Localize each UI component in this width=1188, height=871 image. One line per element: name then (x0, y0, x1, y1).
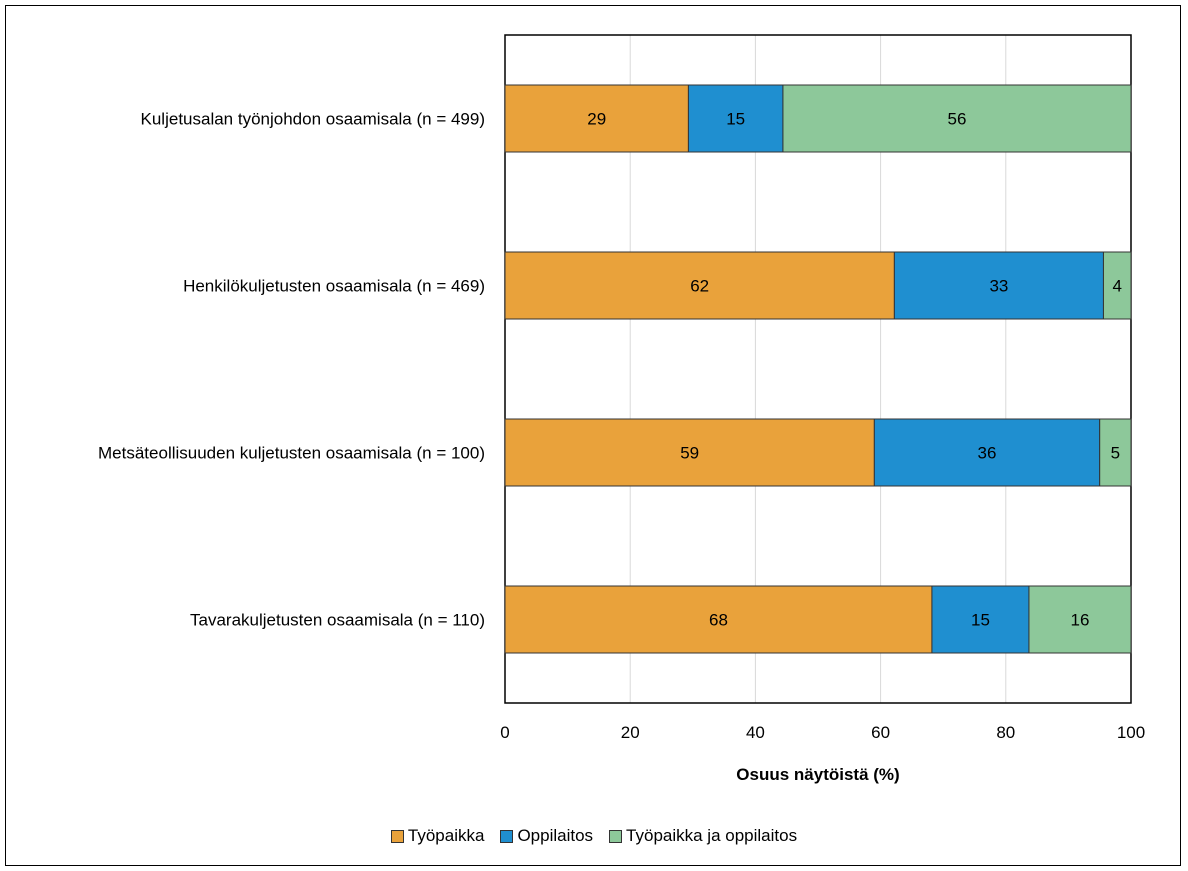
category-label: Tavarakuljetusten osaamisala (n = 110) (190, 611, 485, 630)
bar-data-label: 68 (709, 611, 728, 630)
bar-labels: 29 15 56 62 33 4 59 36 5 68 15 16 (587, 110, 1122, 630)
chart-frame (5, 5, 1181, 866)
bar-segment (1102, 251, 1132, 320)
bar-data-label: 33 (989, 277, 1008, 296)
x-tick-label: 20 (621, 723, 640, 742)
x-tick-labels: 0 20 40 60 80 100 (500, 723, 1145, 742)
bar-data-label: 59 (680, 444, 699, 463)
category-label: Henkilökuljetusten osaamisala (n = 469) (183, 277, 485, 296)
category-label: Metsäteollisuuden kuljetusten osaamisala… (98, 444, 485, 463)
bar-segment (504, 585, 933, 654)
legend-item: Oppilaitos (500, 826, 593, 846)
legend-item: Työpaikka (390, 826, 485, 846)
bar-data-label: 56 (948, 110, 967, 129)
x-tick-label: 60 (871, 723, 890, 742)
legend-label: Työpaikka ja oppilaitos (626, 826, 798, 845)
legend-swatch (609, 829, 623, 843)
bar-data-label: 29 (587, 110, 606, 129)
bars (504, 84, 1132, 654)
bar-segment (504, 418, 875, 487)
x-tick-label: 0 (500, 723, 509, 742)
category-label: Kuljetusalan työnjohdon osaamisala (n = … (141, 110, 485, 129)
category-labels: Kuljetusalan työnjohdon osaamisala (n = … (98, 110, 485, 630)
bar-data-label: 5 (1111, 444, 1120, 463)
bar-segment (931, 585, 1030, 654)
x-tick-label: 40 (746, 723, 765, 742)
bar-segment (687, 84, 784, 153)
legend: Työpaikka Oppilaitos Työpaikka ja oppilait… (0, 826, 1188, 846)
legend-label: Työpaikka (407, 826, 485, 845)
legend-item: Työpaikka ja oppilaitos (609, 826, 797, 846)
legend-swatch (500, 829, 514, 843)
bar-data-label: 36 (978, 444, 997, 463)
bar-segment (504, 251, 895, 320)
x-tick-label: 100 (1117, 723, 1145, 742)
bar-segment (1099, 418, 1132, 487)
legend-label: Oppilaitos (517, 826, 594, 845)
bar-data-label: 15 (971, 611, 990, 630)
bar-data-label: 16 (1071, 611, 1090, 630)
bar-segment (1028, 585, 1132, 654)
bar-data-label: 15 (726, 110, 745, 129)
bar-data-label: 4 (1112, 277, 1121, 296)
x-tick-label: 80 (996, 723, 1015, 742)
bar-segment (893, 251, 1104, 320)
x-axis-title: Osuus näytöistä (%) (736, 765, 899, 784)
legend-swatch (390, 829, 404, 843)
bar-segment (873, 418, 1101, 487)
plot-area (504, 34, 1132, 704)
bar-data-label: 62 (690, 277, 709, 296)
bar-segment (782, 84, 1132, 153)
